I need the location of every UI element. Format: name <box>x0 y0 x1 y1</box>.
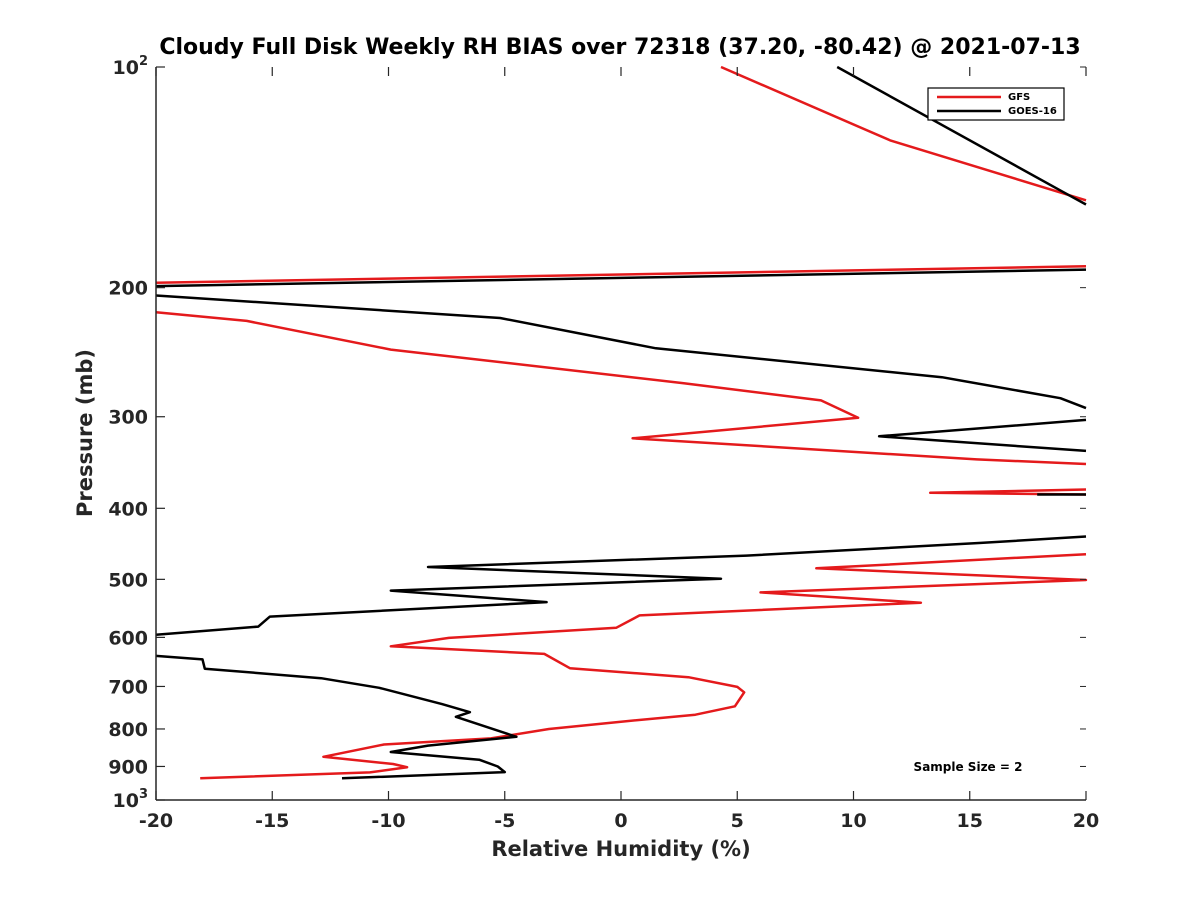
series-line-segment <box>877 418 1087 453</box>
y-axis-label: Pressure (mb) <box>73 349 97 517</box>
x-tick-label: -15 <box>255 810 289 832</box>
y-tick-label: 900 <box>108 756 148 778</box>
x-ticks: -20 -15 -10 -5 0 5 10 15 20 <box>139 67 1099 832</box>
series-goes-16 <box>155 65 1087 780</box>
legend-label-goes16: GOES-16 <box>1008 106 1057 117</box>
series-line-segment <box>155 310 1087 466</box>
y-tick-label: 700 <box>108 676 148 698</box>
x-tick-label: 5 <box>731 810 744 832</box>
series-line-segment <box>836 65 1087 206</box>
series-layer <box>155 65 1088 780</box>
y-tick-label: 800 <box>108 719 148 741</box>
series-line-segment <box>155 535 1087 636</box>
plot-area: -20 -15 -10 -5 0 5 10 15 20 200 300 400 500 600 700 80… <box>108 54 1099 832</box>
y-tick-label-bottom: 103 <box>113 787 149 812</box>
series-line-segment <box>155 294 1087 410</box>
x-tick-label: 10 <box>840 810 866 832</box>
x-tick-label: -20 <box>139 810 173 832</box>
chart-title: Cloudy Full Disk Weekly RH BIAS over 723… <box>159 35 1080 60</box>
series-line-segment <box>155 265 1087 285</box>
sample-size-annotation: Sample Size = 2 <box>914 760 1023 774</box>
x-tick-label: -5 <box>494 810 515 832</box>
legend: GFS GOES-16 <box>927 87 1065 121</box>
series-line-segment <box>155 654 518 780</box>
legend-label-gfs: GFS <box>1008 92 1030 103</box>
x-tick-label: 20 <box>1073 810 1099 832</box>
plot-frame <box>156 67 1086 800</box>
y-tick-label-top: 102 <box>113 54 149 79</box>
y-tick-label: 300 <box>108 407 148 429</box>
y-tick-label: 600 <box>108 627 148 649</box>
series-line-segment <box>720 65 1087 202</box>
series-line-segment <box>200 552 1088 780</box>
y-tick-label: 500 <box>108 569 148 591</box>
legend-box <box>927 87 1065 121</box>
y-tick-label: 200 <box>108 278 148 300</box>
series-line-segment <box>928 488 1087 496</box>
x-tick-label: -10 <box>371 810 405 832</box>
x-tick-label: 0 <box>614 810 627 832</box>
y-ticks: 200 300 400 500 600 700 800 900 102 103 <box>108 54 1086 812</box>
x-axis-label: Relative Humidity (%) <box>491 837 750 861</box>
y-tick-label: 400 <box>108 498 148 520</box>
x-tick-label: 15 <box>957 810 983 832</box>
series-line-segment <box>155 268 1087 288</box>
series-gfs <box>155 65 1088 780</box>
